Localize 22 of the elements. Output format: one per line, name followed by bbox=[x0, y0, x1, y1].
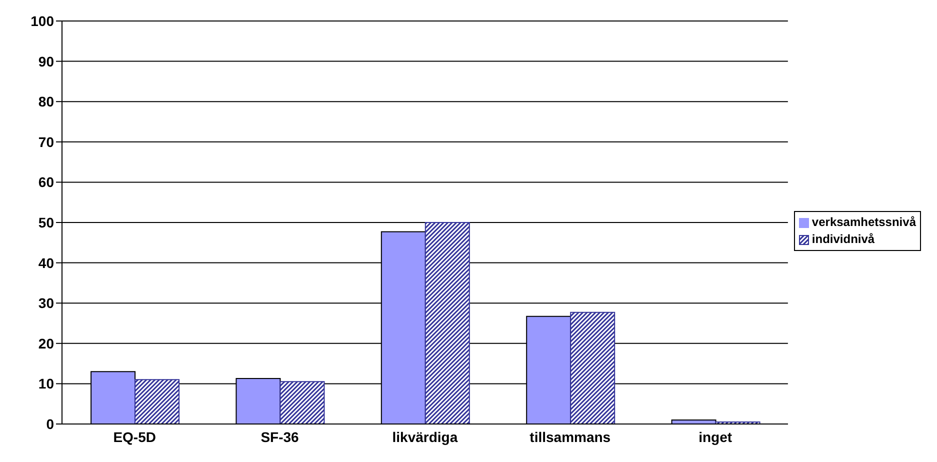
y-tick-label: 70 bbox=[38, 134, 54, 150]
x-tick-label: inget bbox=[698, 428, 732, 445]
y-tick-label: 100 bbox=[30, 12, 54, 29]
y-tick-label: 40 bbox=[38, 254, 54, 271]
x-tick-label: EQ-5D bbox=[113, 428, 156, 445]
x-tick-label: SF-36 bbox=[260, 428, 300, 445]
bar bbox=[424, 222, 470, 424]
x-tick-label: tillsammans bbox=[530, 428, 611, 445]
y-tick-label: 90 bbox=[38, 53, 54, 70]
y-tick-label: 20 bbox=[38, 335, 54, 352]
y-tick-label: 30 bbox=[38, 295, 54, 312]
legend-label: individnivå bbox=[812, 231, 875, 248]
y-tick-label: 60 bbox=[38, 174, 54, 190]
bar bbox=[134, 379, 180, 424]
bar bbox=[570, 312, 616, 424]
legend-label: verksamhetssnivå bbox=[812, 214, 916, 231]
y-tick-label: 0 bbox=[46, 416, 54, 432]
y-tick-label: 80 bbox=[38, 94, 54, 110]
y-tick-label: 50 bbox=[38, 214, 54, 230]
x-tick-label: likvärdiga bbox=[392, 428, 458, 445]
bar bbox=[280, 381, 325, 424]
y-tick-label: 10 bbox=[38, 376, 54, 392]
